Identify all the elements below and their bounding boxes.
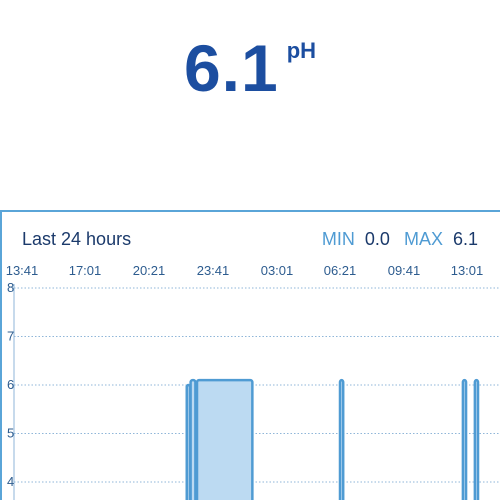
x-tick-label: 06:21 — [324, 263, 357, 278]
x-tick-label: 23:41 — [197, 263, 230, 278]
min-label: MIN — [321, 229, 355, 249]
data-segment-5 — [461, 378, 468, 500]
y-tick-label: 5 — [7, 426, 14, 441]
y-tick-label: 4 — [7, 474, 14, 489]
x-tick-label: 13:01 — [451, 263, 484, 278]
current-reading: 6.1 pH — [0, 28, 500, 108]
data-segment-3 — [195, 378, 254, 500]
data-segment-6 — [473, 378, 480, 500]
y-tick-label: 8 — [7, 280, 14, 295]
x-tick-label: 13:41 — [6, 263, 39, 278]
reading-value: 6.1 — [183, 31, 279, 105]
x-tick-label: 03:01 — [261, 263, 294, 278]
reading-unit: pH — [286, 38, 317, 63]
min-value: 0.0 — [364, 229, 390, 249]
ph-history-chart[interactable]: 13:41 17:01 20:21 23:41 03:01 06:21 09:41 13:01… — [0, 255, 500, 500]
card-top-border — [0, 210, 500, 212]
y-tick-label: 7 — [7, 329, 14, 344]
max-label: MAX — [403, 229, 443, 249]
period-label: Last 24 hours — [22, 229, 132, 249]
max-value: 6.1 — [452, 229, 478, 249]
min-max-stats: MIN 0.0 MAX 6.1 — [322, 229, 478, 250]
x-tick-label: 09:41 — [388, 263, 421, 278]
x-tick-label: 20:21 — [133, 263, 166, 278]
x-tick-label: 17:01 — [69, 263, 102, 278]
data-segment-4 — [338, 378, 345, 500]
card-left-border — [0, 210, 2, 500]
data-segment-2 — [189, 378, 197, 500]
y-tick-label: 6 — [7, 377, 14, 392]
